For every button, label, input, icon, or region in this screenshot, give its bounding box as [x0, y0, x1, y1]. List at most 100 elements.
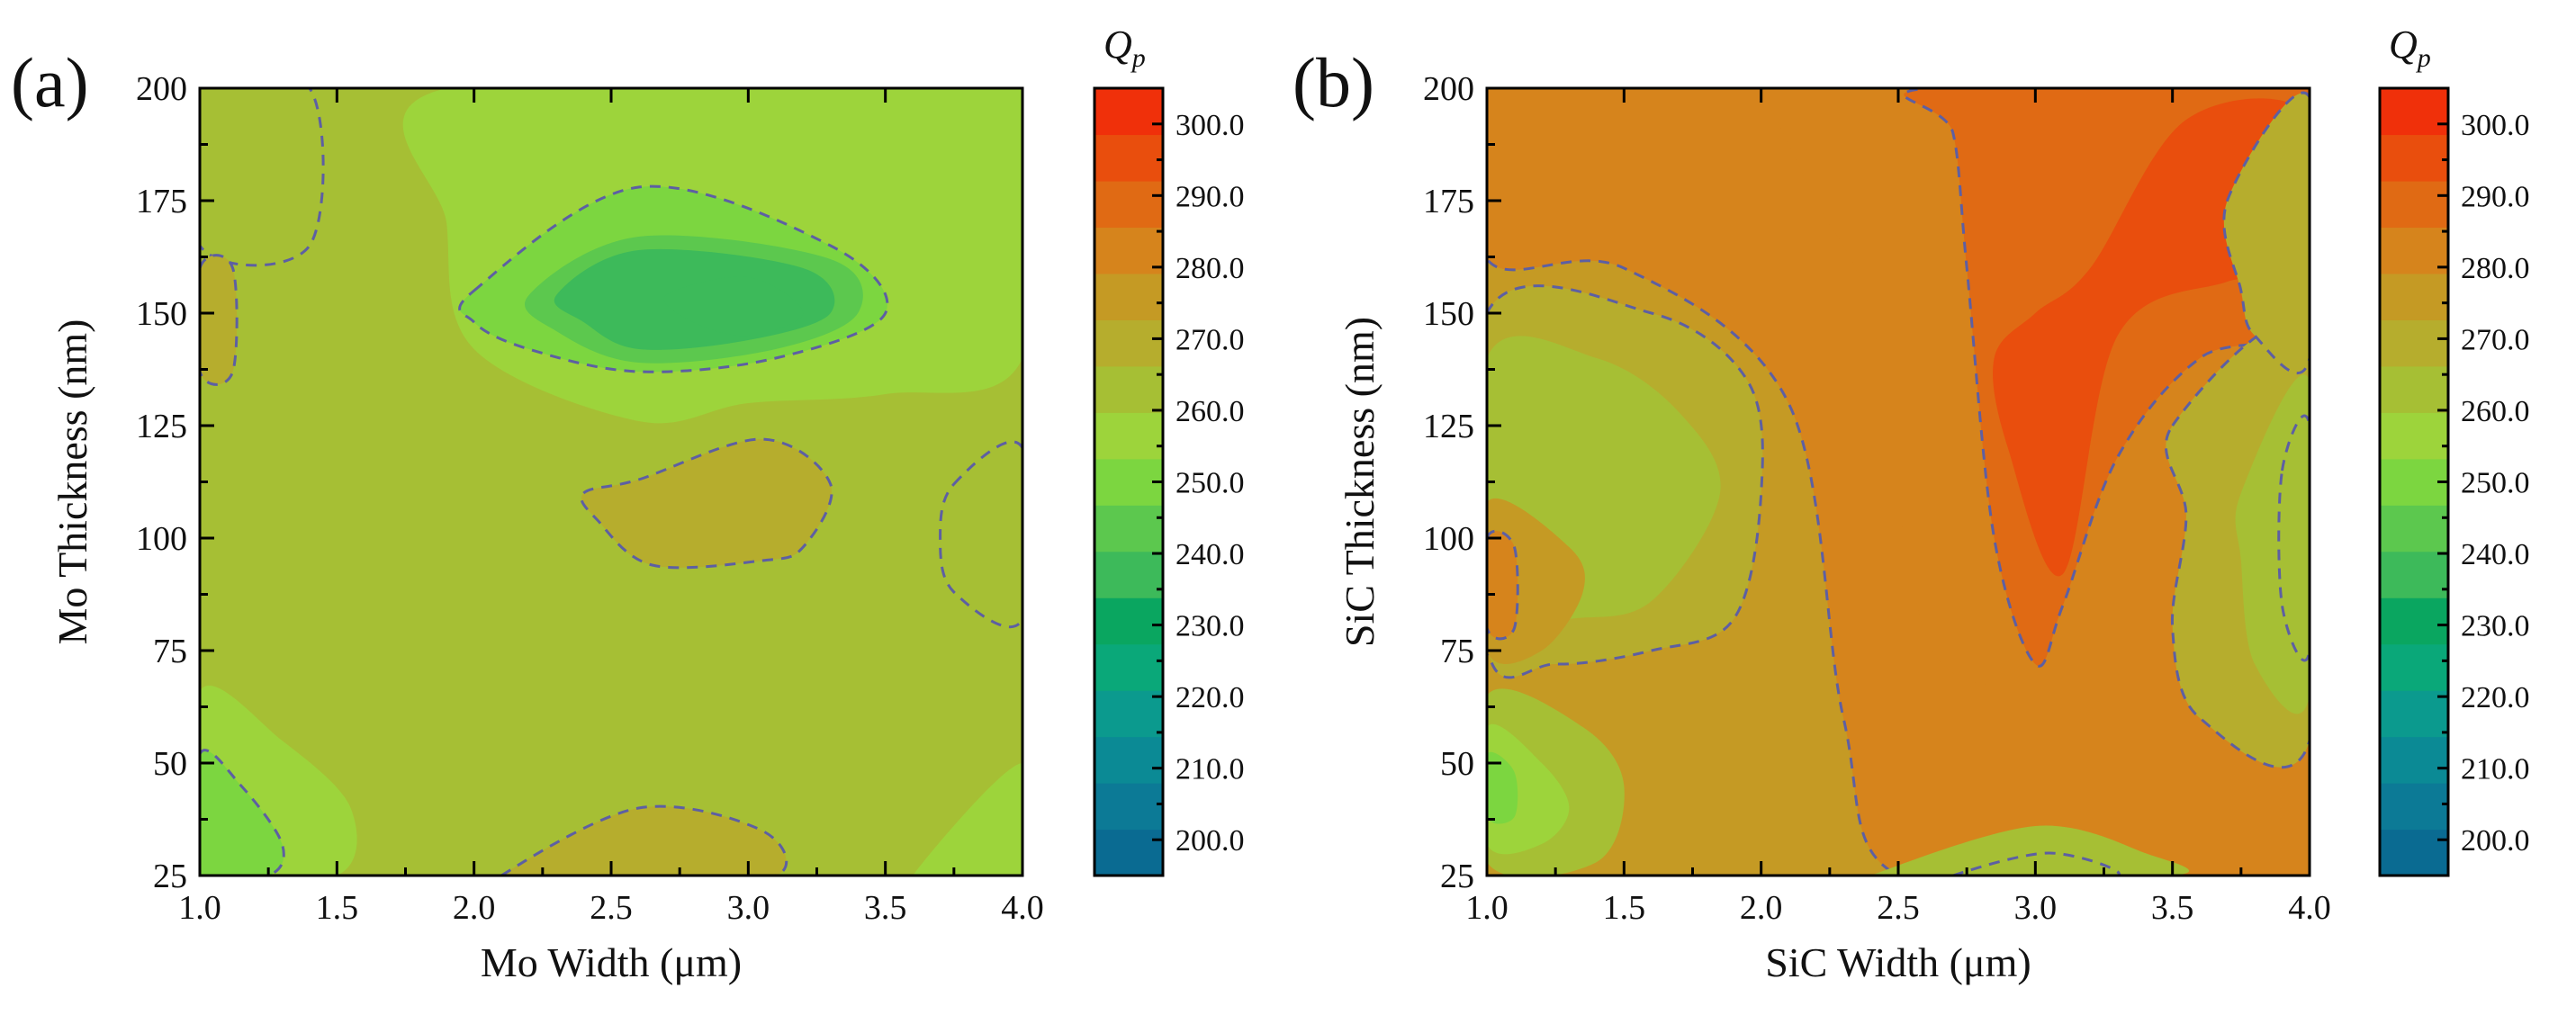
colorbar-tick-label: 270.0 [1175, 323, 1245, 356]
x-axis-title: Mo Width (μm) [481, 939, 742, 985]
colorbar-band [2380, 319, 2448, 367]
colorbar-band [1094, 319, 1163, 367]
y-tick-label: 25 [153, 858, 187, 895]
colorbar-band [1094, 365, 1163, 413]
panel-label: (b) [1293, 43, 1374, 121]
colorbar-tick-label: 280.0 [2461, 252, 2530, 285]
contour-region [913, 763, 1022, 876]
colorbar-tick-label: 220.0 [1175, 681, 1245, 714]
colorbar: 200.0 210.0 220.0 230.0 240.0 250.0 260.0 270.0… [2378, 22, 2530, 877]
y-tick-label: 25 [1440, 858, 1474, 895]
colorbar-band [2380, 180, 2448, 229]
colorbar-tick-label: 210.0 [1175, 753, 1245, 786]
colorbar: 200.0 210.0 220.0 230.0 240.0 250.0 260.0 270.0… [1093, 22, 1245, 877]
colorbar-tick-label: 300.0 [1175, 109, 1245, 142]
contour-region [2278, 416, 2310, 660]
contour-line [200, 749, 285, 876]
x-tick-label: 3.5 [2151, 889, 2194, 927]
colorbar-tick-label: 280.0 [1175, 252, 1245, 285]
colorbar-band [1094, 736, 1163, 784]
colorbar-tick-label: 260.0 [1175, 395, 1245, 428]
x-tick-label: 3.5 [864, 889, 907, 927]
panel-label: (a) [11, 43, 89, 121]
colorbar-band [2380, 458, 2448, 506]
colorbar-tick-label: 290.0 [2461, 180, 2530, 213]
y-tick-label: 200 [1423, 70, 1474, 108]
contour-line [1487, 529, 1519, 641]
contour-line [2222, 91, 2310, 374]
contour-field [200, 88, 1022, 876]
colorbar-title-main: Q [1103, 22, 1132, 67]
colorbar-tick-label: 270.0 [2461, 323, 2530, 356]
colorbar-band [1094, 783, 1163, 831]
colorbar-tick-label: 240.0 [2461, 538, 2530, 571]
colorbar-band [2380, 88, 2448, 136]
colorbar-band [1094, 273, 1163, 320]
colorbar-tick-label: 290.0 [1175, 180, 1245, 213]
contour-region [501, 806, 787, 876]
colorbar-band [1094, 505, 1163, 552]
contour-region [663, 276, 804, 337]
contour-field [1487, 88, 2310, 876]
y-tick-label: 150 [136, 295, 187, 333]
colorbar-band [2380, 597, 2448, 645]
contour-line [580, 437, 833, 570]
y-tick-label: 125 [1423, 408, 1474, 445]
colorbar-tick-label: 220.0 [2461, 681, 2530, 714]
colorbar-band [1094, 134, 1163, 182]
colorbar-band [1094, 227, 1163, 274]
colorbar-band [2380, 690, 2448, 738]
y-tick-label: 100 [1423, 520, 1474, 558]
y-tick-label: 100 [136, 520, 187, 558]
y-tick-label: 50 [1440, 745, 1474, 783]
x-tick-label: 2.0 [453, 889, 496, 927]
colorbar-title-main: Q [2389, 22, 2418, 67]
contour-region [200, 750, 284, 876]
contour-line [1487, 284, 1764, 679]
x-tick-label: 1.0 [1465, 889, 1509, 927]
x-tick-label: 4.0 [2288, 889, 2331, 927]
x-tick-label: 2.0 [1740, 889, 1783, 927]
x-axis-title: SiC Width (μm) [1765, 939, 2031, 985]
contour-region [1870, 825, 2189, 876]
colorbar-band [1094, 180, 1163, 229]
colorbar-tick-label: 230.0 [1175, 610, 1245, 643]
colorbar-band [1094, 690, 1163, 738]
colorbar-band [2380, 412, 2448, 460]
colorbar-band [2380, 829, 2448, 876]
colorbar-band [2380, 551, 2448, 598]
colorbar-title-subscript: p [1130, 43, 1146, 73]
x-tick-label: 1.0 [178, 889, 221, 927]
x-tick-label: 1.5 [316, 889, 359, 927]
colorbar-band [1094, 412, 1163, 460]
colorbar-band [2380, 783, 2448, 831]
colorbar-band [1094, 643, 1163, 691]
colorbar-tick-label: 300.0 [2461, 109, 2530, 142]
colorbar-band [2380, 227, 2448, 274]
panel-b: 1.0 1.5 2.0 2.5 3.0 3.5 4.0 25 50 75 100 125 150 175 2… [1293, 22, 2530, 985]
contour-region [940, 442, 1022, 627]
contour-line [1487, 88, 2310, 876]
colorbar-band [2380, 505, 2448, 552]
colorbar-tick-label: 260.0 [2461, 395, 2530, 428]
y-tick-label: 50 [153, 745, 187, 783]
contour-region [581, 438, 833, 568]
colorbar-tick-label: 250.0 [1175, 467, 1245, 500]
colorbar-tick-label: 240.0 [1175, 538, 1245, 571]
y-tick-label: 75 [153, 633, 187, 670]
x-tick-label: 4.0 [1001, 889, 1044, 927]
x-tick-label: 3.0 [2014, 889, 2058, 927]
contour-region [200, 88, 324, 265]
y-tick-label: 75 [1440, 633, 1474, 670]
y-tick-label: 175 [136, 183, 187, 220]
colorbar-band [2380, 643, 2448, 691]
colorbar-band [2380, 273, 2448, 320]
colorbar-band [1094, 551, 1163, 598]
contour-line [2277, 414, 2310, 662]
x-tick-label: 1.5 [1603, 889, 1646, 927]
colorbar-title: Qp [1103, 22, 1146, 73]
contour-line [1902, 88, 2310, 668]
y-tick-label: 175 [1423, 183, 1474, 220]
contour-region [1487, 751, 1518, 824]
x-tick-label: 3.0 [727, 889, 770, 927]
